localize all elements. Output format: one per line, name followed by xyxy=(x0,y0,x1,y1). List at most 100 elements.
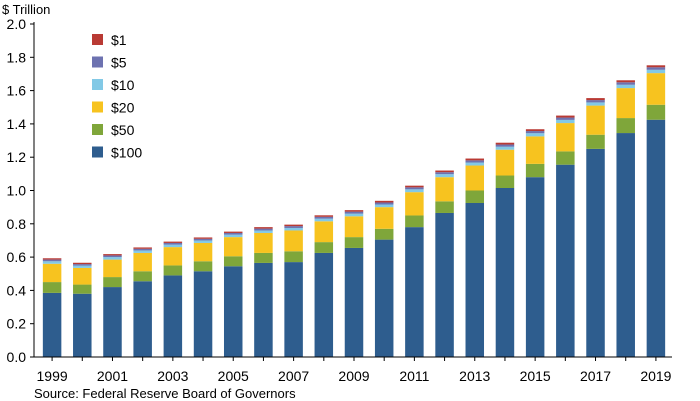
bar-segment-usd10-2011 xyxy=(405,189,424,193)
x-tick-label: 2005 xyxy=(218,368,249,384)
bar-segment-usd10-2000 xyxy=(73,265,92,268)
bar-segment-usd50-2002 xyxy=(133,271,152,282)
bar-segment-usd50-2007 xyxy=(284,251,303,263)
source-note: Source: Federal Reserve Board of Governo… xyxy=(34,386,296,401)
bar-segment-usd50-2010 xyxy=(374,228,394,240)
legend-swatch xyxy=(92,79,103,90)
bar-segment-usd1-2002 xyxy=(133,247,152,249)
bar-segment-usd50-2017 xyxy=(586,134,605,149)
bar-segment-usd100-2014 xyxy=(495,188,515,357)
bar-segment-usd5-2016 xyxy=(556,117,575,120)
bar-segment-usd5-2003 xyxy=(163,242,183,245)
bar-segment-usd1-2019 xyxy=(646,65,666,68)
y-tick-label: 0.2 xyxy=(7,316,27,332)
bar-segment-usd1-2010 xyxy=(374,200,394,203)
bar-segment-usd1-2013 xyxy=(465,158,485,161)
bar-segment-usd20-2002 xyxy=(133,252,152,272)
bar-segment-usd20-2004 xyxy=(193,242,213,262)
bar-segment-usd10-2010 xyxy=(374,204,394,208)
bar-segment-usd10-2006 xyxy=(254,230,273,233)
x-axis: 1999 2001 2003 2005 2007 2009 2011 2013 2015 2017… xyxy=(34,356,672,384)
bar-segment-usd5-2018 xyxy=(616,82,635,85)
legend-label: $5 xyxy=(111,55,127,71)
bar-segment-usd100-1999 xyxy=(42,292,62,357)
bar-segment-usd20-2015 xyxy=(525,136,545,164)
bar-segment-usd1-2006 xyxy=(254,227,273,229)
bar-segment-usd100-2008 xyxy=(314,252,334,357)
y-tick-label: 2.0 xyxy=(7,16,27,32)
bar-segment-usd100-2003 xyxy=(163,275,183,357)
bar-segment-usd50-2004 xyxy=(193,261,213,272)
bar-segment-usd1-2015 xyxy=(525,129,545,132)
x-tick-label: 2009 xyxy=(338,368,369,384)
bar-segment-usd1-1999 xyxy=(42,258,62,260)
bar-segment-usd1-2009 xyxy=(344,210,364,212)
bar-segment-usd50-2015 xyxy=(525,163,545,178)
bar-segment-usd50-2019 xyxy=(646,104,666,120)
bar-segment-usd50-2003 xyxy=(163,265,183,276)
y-tick-label: 1.4 xyxy=(7,116,27,132)
bar-segment-usd1-2011 xyxy=(405,185,424,188)
bar-segment-usd1-2012 xyxy=(435,170,454,173)
bar-segment-usd100-2001 xyxy=(103,287,122,357)
x-tick-label: 2003 xyxy=(157,368,188,384)
bar-segment-usd50-2011 xyxy=(405,215,424,228)
legend-label: $1 xyxy=(111,32,127,48)
bar-segment-usd5-1999 xyxy=(42,259,62,262)
legend-label: $100 xyxy=(111,145,142,161)
y-tick-label: 1.2 xyxy=(7,149,27,165)
bar-segment-usd5-2004 xyxy=(193,238,213,241)
bar-segment-usd5-2000 xyxy=(73,264,92,266)
bar-segment-usd20-2009 xyxy=(344,216,364,238)
bar-segment-usd5-2007 xyxy=(284,226,303,228)
bar-segment-usd20-2007 xyxy=(284,230,303,252)
bar-segment-usd1-2001 xyxy=(103,254,122,256)
bar-segment-usd10-2013 xyxy=(465,162,485,166)
x-tick-label: 2011 xyxy=(399,368,429,384)
bar-segment-usd50-1999 xyxy=(42,282,62,293)
x-tick-label: 2017 xyxy=(580,368,611,384)
bar-segment-usd5-2011 xyxy=(405,187,424,190)
bar-segment-usd100-2013 xyxy=(465,202,485,357)
bar-segment-usd5-2002 xyxy=(133,248,152,251)
bar-segment-usd100-2012 xyxy=(435,212,454,357)
y-tick-label: 0.4 xyxy=(7,282,27,298)
bar-segment-usd100-2015 xyxy=(525,177,545,357)
bar-segment-usd20-2013 xyxy=(465,165,485,191)
legend-swatch xyxy=(92,146,103,158)
legend-label: $10 xyxy=(111,77,135,93)
bar-segment-usd20-2008 xyxy=(314,221,334,243)
bar-segment-usd50-2009 xyxy=(344,237,364,248)
bar-segment-usd20-2006 xyxy=(254,232,273,253)
bar-segment-usd1-2014 xyxy=(495,142,515,145)
bar-segment-usd20-2005 xyxy=(223,237,243,257)
legend-swatch xyxy=(92,124,103,135)
bar-segment-usd10-2005 xyxy=(223,234,243,238)
y-axis: 0.0 0.2 0.4 0.6 0.8 1.0 1.2 1.4 1.6 1.8 2.0 xyxy=(7,16,35,365)
bar-segment-usd5-2019 xyxy=(646,67,666,70)
bar-segment-usd20-2019 xyxy=(646,73,666,105)
y-tick-label: 1.0 xyxy=(7,183,27,199)
legend-swatch xyxy=(92,56,103,68)
bar-segment-usd10-2017 xyxy=(586,102,605,106)
bar-segment-usd5-2005 xyxy=(223,232,243,235)
bar-segment-usd20-2012 xyxy=(435,177,454,202)
bar-segment-usd10-2014 xyxy=(495,146,515,150)
bar-segment-usd100-2010 xyxy=(374,239,394,357)
bar-segment-usd5-2009 xyxy=(344,211,364,214)
bar-segment-usd10-2015 xyxy=(525,133,545,137)
bar-segment-usd10-2009 xyxy=(344,213,364,217)
bar-segment-usd100-2018 xyxy=(616,133,635,357)
bar-segment-usd10-1999 xyxy=(42,261,62,264)
bar-segment-usd5-2017 xyxy=(586,100,605,103)
bar-segment-usd5-2001 xyxy=(103,255,122,258)
bar-segment-usd100-2009 xyxy=(344,247,364,357)
y-unit-label: $ Trillion xyxy=(2,2,50,17)
x-tick-label: 2013 xyxy=(459,368,490,384)
bar-segment-usd5-2014 xyxy=(495,144,515,147)
bar-segment-usd20-2016 xyxy=(556,123,575,152)
bar-segment-usd100-2000 xyxy=(73,293,92,357)
bar-segment-usd100-2017 xyxy=(586,148,605,357)
bar-segment-usd5-2012 xyxy=(435,172,454,175)
